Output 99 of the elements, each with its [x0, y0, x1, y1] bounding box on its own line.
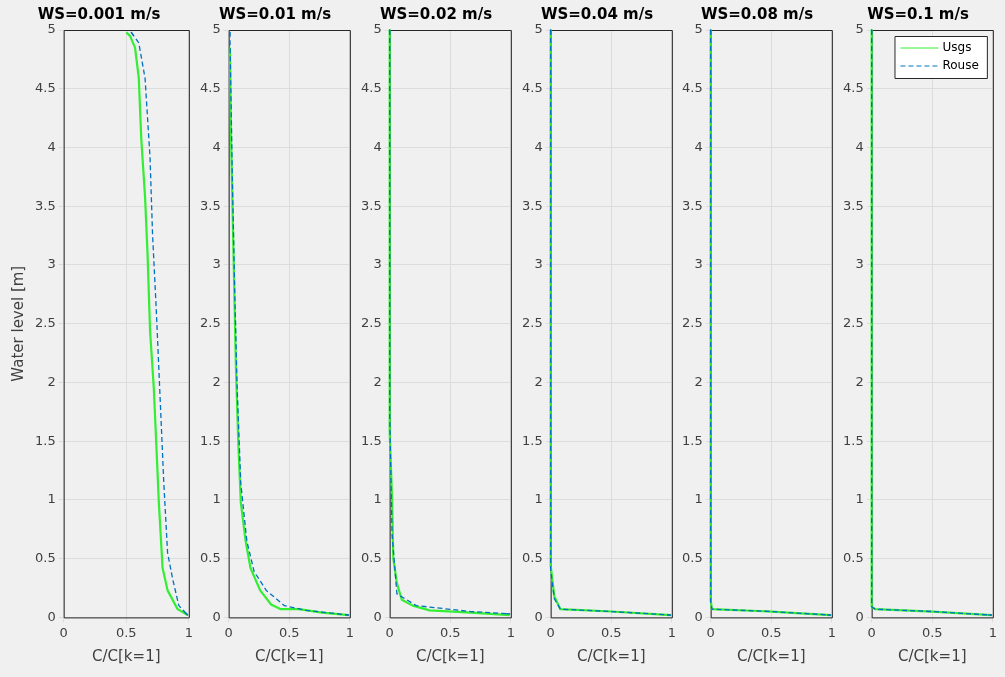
x-tick-label: 0.5: [922, 624, 943, 640]
x-axis-title: C/C[k=1]: [254, 646, 324, 665]
x-tick-label: 0.5: [439, 624, 461, 640]
x-tick-label: 1: [988, 624, 998, 640]
y-tick-label: 0: [373, 608, 382, 624]
y-tick-label: 4.5: [34, 80, 56, 96]
y-tick-label: 0: [212, 608, 221, 624]
x-axis-title: C/C[k=1]: [415, 646, 485, 665]
y-tick-label: 0.5: [682, 550, 703, 566]
y-tick-label: 3: [212, 256, 221, 272]
y-tick-label: 2.5: [199, 315, 221, 331]
y-tick-label: 1: [212, 491, 221, 507]
x-tick-label: 0: [59, 624, 68, 640]
x-tick-label: 1: [667, 624, 676, 640]
y-tick-label: 3.5: [360, 197, 382, 213]
y-tick-label: 2.5: [360, 315, 382, 331]
chart-title: WS=0.1 m/s: [867, 4, 970, 23]
chart-title: WS=0.08 m/s: [701, 4, 814, 23]
y-tick-label: 4: [212, 138, 221, 154]
y-tick-label: 2: [855, 373, 864, 389]
x-axis-title: C/C[k=1]: [737, 646, 806, 665]
y-tick-label: 0.5: [843, 550, 864, 566]
y-tick-label: 4.5: [521, 80, 543, 96]
x-tick-label: 0.5: [600, 624, 622, 640]
x-tick-label: 0.5: [761, 624, 782, 640]
y-tick-label: 2.5: [843, 315, 864, 331]
y-tick-label: 1: [855, 491, 864, 507]
y-tick-label: 4: [47, 138, 56, 154]
y-tick-label: 3.5: [34, 197, 56, 213]
y-tick-label: 4: [533, 138, 543, 154]
y-tick-label: 3: [694, 256, 703, 272]
y-tick-label: 3: [533, 256, 543, 272]
y-tick-label: 5: [533, 21, 543, 37]
y-tick-label: 3.5: [843, 197, 864, 213]
y-tick-label: 4.5: [843, 80, 864, 96]
x-tick-label: 0.5: [278, 624, 300, 640]
y-tick-label: 2.5: [521, 315, 543, 331]
y-tick-label: 0: [47, 608, 56, 624]
y-tick-label: 4: [855, 138, 864, 154]
chart-title: WS=0.02 m/s: [379, 4, 492, 23]
y-tick-label: 5: [373, 21, 382, 37]
legend-label: Rouse: [942, 58, 980, 73]
y-tick-label: 0.5: [521, 550, 543, 566]
x-axis-title: C/C[k=1]: [898, 646, 967, 665]
x-tick-label: 0: [224, 624, 233, 640]
y-tick-label: 3.5: [682, 197, 703, 213]
y-tick-label: 5: [47, 21, 56, 37]
y-tick-label: 0.5: [360, 550, 382, 566]
y-tick-label: 1.5: [843, 432, 864, 448]
y-tick-label: 5: [855, 21, 864, 37]
y-tick-label: 2: [694, 373, 703, 389]
x-tick-label: 0: [546, 624, 555, 640]
chart-title: WS=0.001 m/s: [37, 4, 161, 23]
chart-title: WS=0.04 m/s: [540, 4, 653, 23]
y-tick-label: 2: [373, 373, 382, 389]
y-tick-label: 3.5: [521, 197, 543, 213]
y-tick-label: 2.5: [34, 315, 56, 331]
x-tick-label: 1: [184, 624, 194, 640]
y-tick-label: 3.5: [199, 197, 221, 213]
y-axis-title: Water level [m]: [8, 265, 27, 382]
x-tick-label: 0: [385, 624, 394, 640]
y-tick-label: 1: [694, 491, 703, 507]
y-tick-label: 1.5: [34, 432, 56, 448]
y-tick-label: 3: [47, 256, 56, 272]
y-tick-label: 4.5: [682, 80, 703, 96]
y-tick-label: 5: [694, 21, 703, 37]
y-tick-label: 4: [373, 138, 382, 154]
y-tick-label: 0: [533, 608, 543, 624]
y-tick-label: 2: [533, 373, 543, 389]
y-tick-label: 3: [855, 256, 864, 272]
x-axis-title: C/C[k=1]: [576, 646, 646, 665]
x-tick-label: 0: [867, 624, 876, 640]
y-tick-label: 4.5: [199, 80, 221, 96]
y-tick-label: 4: [694, 138, 703, 154]
y-tick-label: 1.5: [521, 432, 543, 448]
x-tick-label: 1: [345, 624, 354, 640]
y-tick-label: 0: [694, 608, 703, 624]
y-tick-label: 1: [47, 491, 56, 507]
x-axis-title: C/C[k=1]: [92, 646, 161, 665]
y-tick-label: 1.5: [199, 432, 221, 448]
y-tick-label: 4.5: [360, 80, 382, 96]
legend-label: Usgs: [942, 40, 972, 55]
y-tick-label: 0.5: [34, 550, 56, 566]
y-tick-label: 0.5: [199, 550, 221, 566]
y-tick-label: 1.5: [360, 432, 382, 448]
x-tick-label: 1: [506, 624, 515, 640]
y-tick-label: 1: [533, 491, 543, 507]
y-tick-label: 5: [212, 21, 221, 37]
x-tick-label: 0.5: [115, 624, 137, 640]
x-tick-label: 1: [828, 624, 837, 640]
y-tick-label: 0: [855, 608, 864, 624]
y-tick-label: 1: [373, 491, 382, 507]
y-tick-label: 2: [47, 373, 56, 389]
y-tick-label: 2: [212, 373, 221, 389]
y-tick-label: 3: [373, 256, 382, 272]
y-tick-label: 2.5: [682, 315, 703, 331]
chart-title: WS=0.01 m/s: [218, 4, 331, 23]
x-tick-label: 0: [706, 624, 716, 640]
y-tick-label: 1.5: [682, 432, 703, 448]
